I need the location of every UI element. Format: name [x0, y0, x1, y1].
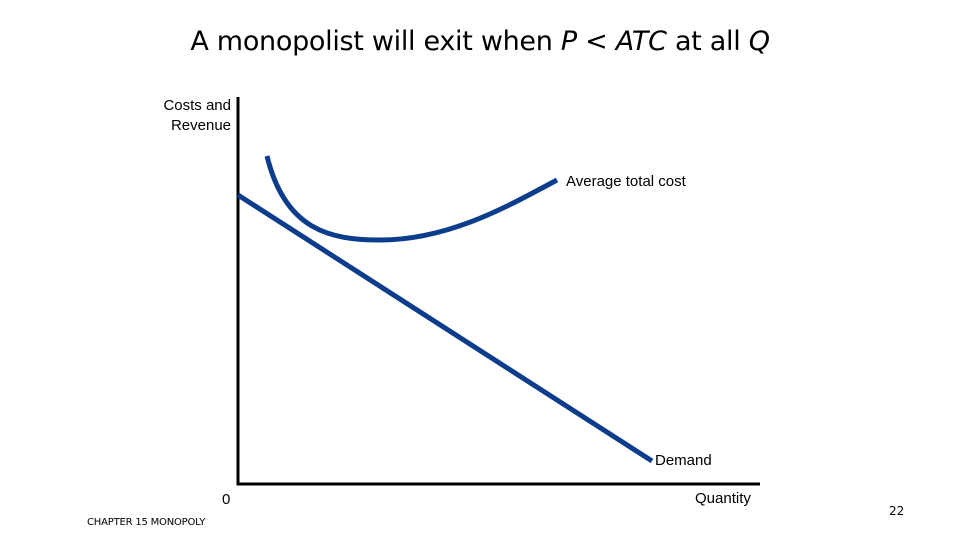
title-prefix: A monopolist will exit when	[190, 26, 561, 57]
title-var-q: Q	[748, 26, 770, 57]
title-suffix: at all	[666, 26, 749, 57]
title-var-atc: ATC	[615, 26, 667, 57]
title-middle: <	[576, 26, 616, 57]
atc-label: Average total cost	[566, 173, 686, 190]
y-axis-label-line1: Costs and	[163, 97, 231, 114]
y-axis-label-line2: Revenue	[170, 117, 231, 134]
x-axis-label: Quantity	[695, 490, 751, 507]
average-total-cost-curve	[264, 155, 559, 243]
chapter-footer: CHAPTER 15 MONOPOLY	[87, 517, 206, 528]
demand-curve	[236, 192, 654, 464]
y-axis-label: Costs and Revenue	[163, 96, 231, 136]
title-var-p: P	[560, 26, 577, 57]
slide-title: A monopolist will exit when P < ATC at a…	[0, 26, 960, 57]
origin-label: 0	[222, 491, 231, 508]
demand-label: Demand	[655, 452, 712, 469]
page-number: 22	[889, 504, 905, 518]
